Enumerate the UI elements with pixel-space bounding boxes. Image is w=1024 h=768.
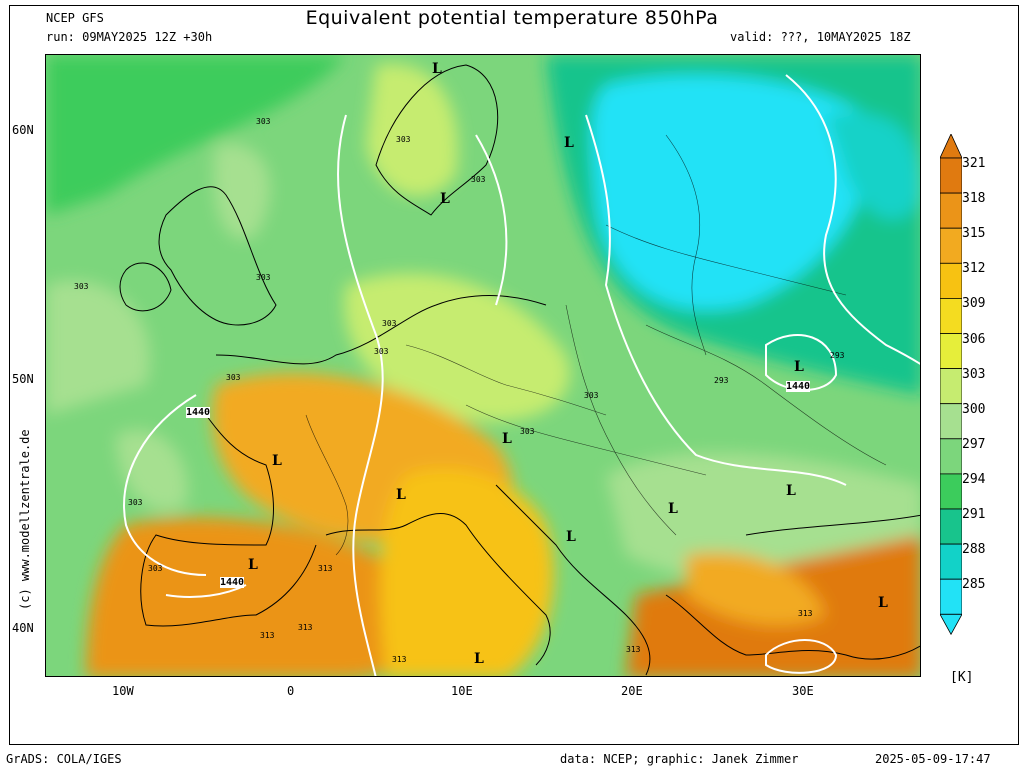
low-pressure-marker: L: [432, 61, 442, 77]
colorbar: [940, 134, 962, 636]
low-pressure-marker: L: [502, 431, 512, 447]
colorbar-segment-297: [940, 439, 962, 474]
lon-label-0: 0: [287, 684, 294, 698]
colorbar-segment-300: [940, 404, 962, 439]
low-pressure-marker: L: [566, 529, 576, 545]
colorbar-value-label: 285: [962, 577, 985, 592]
contour-label-303: 303: [74, 282, 88, 291]
colorbar-value-label: 303: [962, 367, 985, 382]
footer-software: GrADS: COLA/IGES: [6, 752, 122, 766]
weather-map: [46, 55, 921, 677]
low-pressure-marker: L: [794, 359, 804, 375]
colorbar-value-label: 315: [962, 226, 985, 241]
contour-label-303: 303: [471, 175, 485, 184]
colorbar-value-label: 297: [962, 437, 985, 452]
low-pressure-marker: L: [564, 135, 574, 151]
colorbar-segment-312: [940, 263, 962, 298]
lat-label-50n: 50N: [12, 372, 34, 386]
colorbar-segment-285: [940, 579, 962, 614]
contour-label-303: 303: [226, 373, 240, 382]
valid-time: valid: ???, 10MAY2025 18Z: [730, 30, 911, 44]
low-pressure-marker: L: [786, 483, 796, 499]
colorbar-segment-303: [940, 369, 962, 404]
colorbar-segment-321: [940, 158, 962, 193]
contour-label-303: 303: [584, 391, 598, 400]
colorbar-value-label: 309: [962, 296, 985, 311]
run-info: run: 09MAY2025 12Z +30h: [46, 30, 212, 44]
low-pressure-marker: L: [440, 191, 450, 207]
colorbar-segment-306: [940, 334, 962, 369]
lat-label-40n: 40N: [12, 621, 34, 635]
contour-label-313: 313: [392, 655, 406, 664]
footer-credit: data: NCEP; graphic: Janek Zimmer: [560, 752, 798, 766]
contour-label-303: 303: [374, 347, 388, 356]
low-pressure-marker: L: [272, 453, 282, 469]
colorbar-arrow-top: [940, 134, 962, 158]
contour-label-303: 303: [396, 135, 410, 144]
colorbar-value-label: 318: [962, 191, 985, 206]
lon-label-10e: 10E: [451, 684, 473, 698]
colorbar-value-label: 300: [962, 402, 985, 417]
contour-label-293: 293: [714, 376, 728, 385]
map-title: Equivalent potential temperature 850hPa: [0, 7, 1024, 29]
lon-label-30e: 30E: [792, 684, 814, 698]
colorbar-value-label: 288: [962, 542, 985, 557]
colorbar-value-label: 321: [962, 156, 985, 171]
colorbar-segment-315: [940, 228, 962, 263]
colorbar-value-label: 312: [962, 261, 985, 276]
colorbar-segment-294: [940, 474, 962, 509]
credit-vertical: (c) www.modellzentrale.de: [18, 429, 32, 610]
colorbar-segment-291: [940, 509, 962, 544]
colorbar-arrow-bottom: [940, 614, 962, 634]
colorbar-value-label: 306: [962, 332, 985, 347]
contour-label-303: 303: [382, 319, 396, 328]
colorbar-segment-309: [940, 298, 962, 333]
map-panel: 303 303 303 303 303 303 303 303 303 303 …: [45, 54, 921, 677]
contour-label-313: 313: [318, 564, 332, 573]
footer-timestamp: 2025-05-09-17:47: [875, 752, 991, 766]
contour-label-303: 303: [128, 498, 142, 507]
height-label-1440: 1440: [786, 381, 810, 392]
lat-label-60n: 60N: [12, 123, 34, 137]
contour-label-313: 313: [260, 631, 274, 640]
contour-label-293: 293: [830, 351, 844, 360]
contour-label-303: 303: [148, 564, 162, 573]
lon-label-10w: 10W: [112, 684, 134, 698]
low-pressure-marker: L: [248, 557, 258, 573]
low-pressure-marker: L: [474, 651, 484, 667]
colorbar-value-label: 294: [962, 472, 985, 487]
contour-label-303: 303: [256, 117, 270, 126]
contour-label-313: 313: [798, 609, 812, 618]
colorbar-value-label: 291: [962, 507, 985, 522]
height-label-1440: 1440: [186, 407, 210, 418]
colorbar-unit: [K]: [950, 670, 973, 685]
low-pressure-marker: L: [878, 595, 888, 611]
contour-label-313: 313: [298, 623, 312, 632]
contour-label-303: 303: [520, 427, 534, 436]
contour-label-313: 313: [626, 645, 640, 654]
low-pressure-marker: L: [396, 487, 406, 503]
lon-label-20e: 20E: [621, 684, 643, 698]
contour-label-303: 303: [256, 273, 270, 282]
height-label-1440: 1440: [220, 577, 244, 588]
colorbar-segment-318: [940, 193, 962, 228]
colorbar-segment-288: [940, 544, 962, 579]
low-pressure-marker: L: [668, 501, 678, 517]
